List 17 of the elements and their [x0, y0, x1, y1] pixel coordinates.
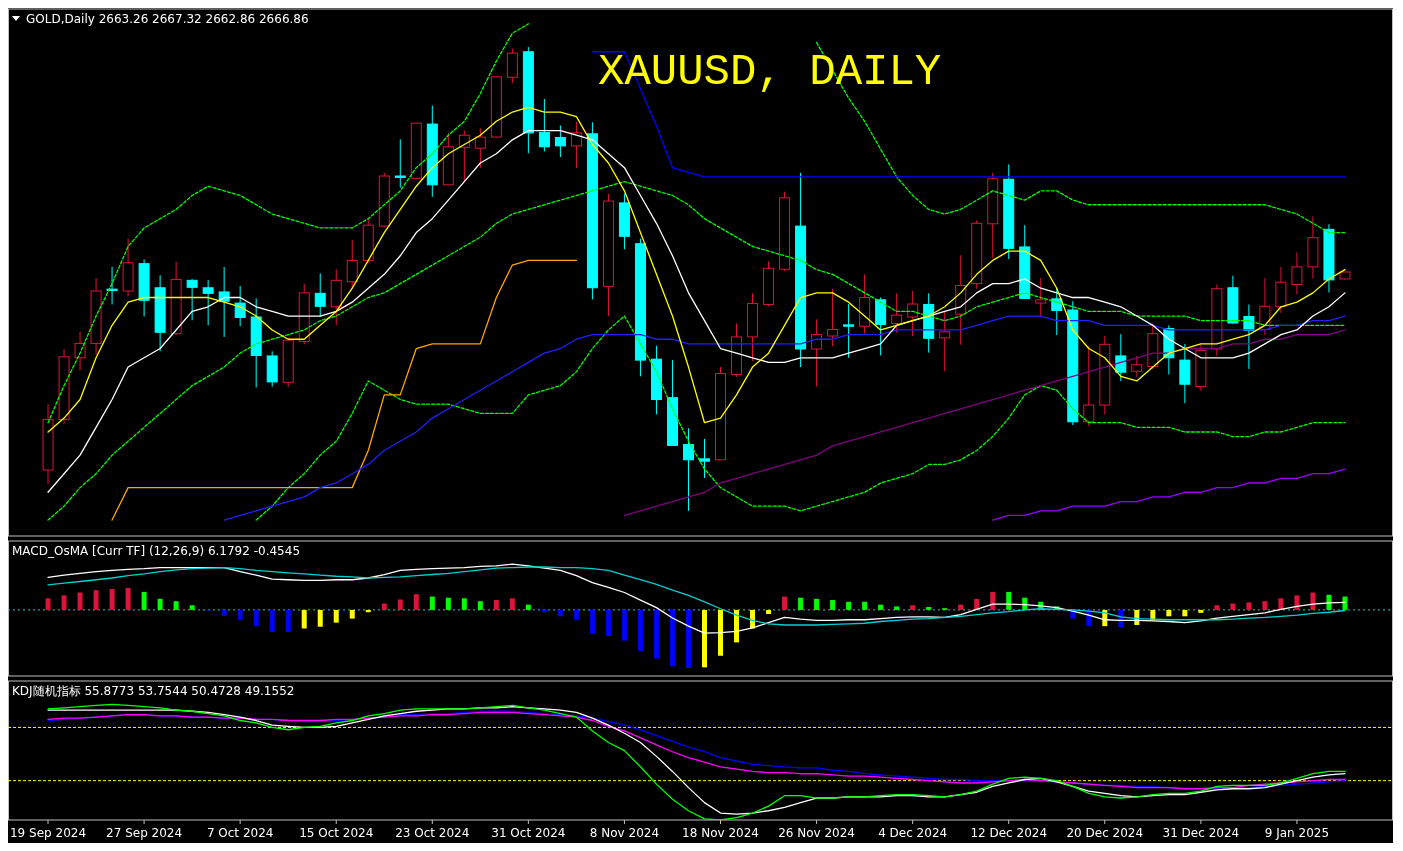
x-tick-label: 18 Nov 2024	[682, 826, 759, 840]
chart-subtitle: GOLD,Daily 2663.26 2667.32 2662.86 2666.86	[26, 12, 309, 26]
x-tick-label: 9 Jan 2025	[1264, 826, 1330, 840]
x-tick-label: 12 Dec 2024	[970, 826, 1048, 840]
x-tick-label: 7 Oct 2024	[206, 826, 274, 840]
chart-title: MACD_OsMA [Curr TF] (12,26,9) 6.1792 -0.4545	[12, 544, 301, 558]
x-tick-label: 15 Oct 2024	[299, 826, 374, 840]
x-tick-label: 8 Nov 2024	[589, 826, 660, 840]
x-tick-label: 31 Oct 2024	[491, 826, 566, 840]
x-tick-label: 20 Dec 2024	[1066, 826, 1144, 840]
x-tick-label: 31 Dec 2024	[1162, 826, 1240, 840]
x-tick-label: 19 Sep 2024	[10, 826, 87, 840]
x-tick-label: 26 Nov 2024	[778, 826, 856, 840]
chart-title: KDJ随机指标 55.8773 53.7544 50.4728 49.1552	[12, 684, 295, 698]
x-tick-label: 27 Sep 2024	[106, 826, 183, 840]
x-tick-label: 23 Oct 2024	[395, 826, 470, 840]
x-tick-label: 4 Dec 2024	[878, 826, 948, 840]
